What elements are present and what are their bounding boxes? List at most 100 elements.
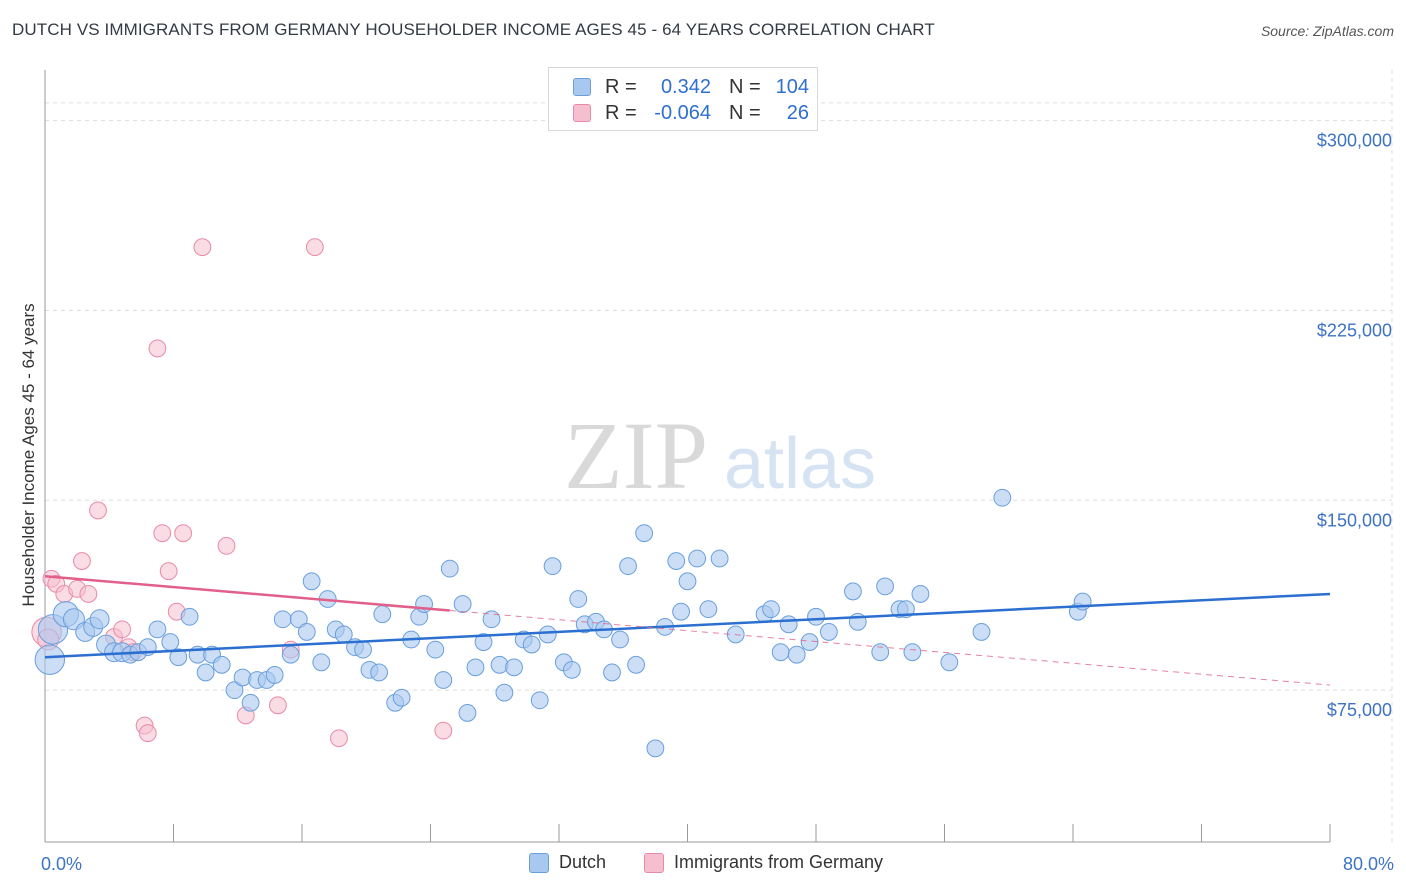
legend-item-germany: Immigrants from Germany [644, 852, 883, 873]
source-label: Source: ZipAtlas.com [1260, 23, 1394, 39]
legend-item-dutch: Dutch [529, 852, 606, 873]
dutch-point [569, 590, 588, 608]
dutch-point [89, 609, 110, 630]
germany-point [305, 238, 324, 257]
legend-germany-label: Immigrants from Germany [674, 852, 884, 872]
series-legend: Dutch Immigrants from Germany [0, 852, 1406, 876]
germany-point [217, 536, 236, 555]
y-axis-label: Householder Income Ages 45 - 64 years [19, 303, 38, 606]
dutch-point [312, 653, 331, 672]
dutch-point [940, 653, 959, 672]
dutch-point [627, 655, 645, 674]
dutch-swatch-icon [529, 852, 549, 873]
dutch-point [490, 655, 509, 674]
germany-point [138, 724, 157, 743]
dutch-point [212, 655, 231, 674]
germany-point [113, 620, 131, 639]
dutch-point [466, 658, 485, 677]
dutch-point [392, 688, 411, 707]
x-tick-label: 80.0% [1343, 854, 1394, 874]
dutch-point [819, 623, 838, 641]
dutch-point [302, 572, 321, 591]
legend-dutch-label: Dutch [559, 852, 607, 872]
germany-point [89, 501, 107, 520]
dutch-point [603, 663, 621, 682]
dutch-point [844, 582, 862, 601]
y-tick-label: $300,000 [1317, 131, 1392, 151]
dutch-point [771, 643, 790, 662]
dutch-point [474, 633, 493, 651]
germany-point [148, 339, 167, 358]
dutch-point [373, 605, 392, 624]
legend-r-value: 0.342 [660, 75, 711, 98]
dutch-point [667, 552, 686, 570]
dutch-point [241, 693, 260, 712]
dutch-point [426, 640, 445, 659]
dutch-point [273, 610, 292, 629]
dutch-point [688, 549, 707, 568]
dutch-points [34, 488, 1092, 758]
watermark-zip: ZIP [564, 402, 708, 509]
germany-trend-line-dashed [449, 610, 1331, 686]
dutch-point [787, 645, 806, 664]
grid-lines [45, 70, 1393, 842]
dutch-point [482, 610, 501, 629]
dutch-point [354, 640, 372, 659]
dutch-point [225, 681, 244, 700]
legend-r-label: R = [605, 101, 637, 124]
legend-row-dutch: R = 0.342 N = 104 [573, 75, 809, 99]
dutch-point [699, 600, 718, 619]
dutch-point [538, 625, 557, 644]
germany-trend-line [44, 574, 450, 612]
dutch-point [993, 488, 1012, 507]
y-tick-label: $75,000 [1327, 700, 1392, 720]
dutch-point [903, 643, 922, 662]
dutch-point [169, 648, 188, 667]
germany-point [269, 696, 287, 715]
dutch-point [672, 602, 690, 621]
dutch-point [289, 610, 308, 629]
dutch-point [562, 660, 581, 679]
dutch-point [710, 549, 729, 568]
dutch-point [530, 691, 549, 710]
dutch-point [34, 644, 66, 675]
x-tick-label: 0.0% [41, 854, 82, 874]
legend-n-value: 26 [786, 101, 809, 124]
dutch-point [876, 577, 894, 596]
dutch-point [762, 600, 780, 619]
y-tick-label: $150,000 [1317, 510, 1392, 530]
legend-r-label: R = [605, 75, 637, 98]
dutch-point [619, 557, 637, 576]
germany-swatch-icon [573, 104, 591, 122]
dutch-point [779, 615, 798, 634]
germany-swatch-icon [644, 852, 664, 873]
dutch-point [897, 600, 915, 619]
dutch-point [800, 633, 819, 651]
legend-n-value: 104 [775, 75, 809, 98]
dutch-point [678, 572, 697, 591]
dutch-point [281, 645, 300, 664]
legend-row-germany: R = -0.064 N = 26 [573, 101, 809, 125]
dutch-point [972, 623, 991, 641]
legend-r-value: -0.064 [654, 101, 711, 124]
dutch-point [233, 668, 252, 687]
germany-point [79, 585, 98, 603]
watermark: ZIP atlas [564, 402, 876, 509]
germany-point [330, 729, 348, 748]
chart-title: DUTCH VS IMMIGRANTS FROM GERMANY HOUSEHO… [12, 20, 935, 39]
dutch-point [196, 663, 215, 682]
dutch-point [495, 683, 514, 702]
legend-n-label: N = [729, 101, 761, 124]
dutch-point [911, 585, 930, 603]
y-tick-label: $225,000 [1317, 320, 1392, 340]
dutch-point [440, 559, 459, 578]
legend-n-label: N = [729, 75, 761, 98]
dutch-point [543, 557, 562, 576]
dutch-point [458, 704, 477, 722]
dutch-point [297, 623, 316, 641]
dutch-point [807, 607, 825, 626]
tick-labels: $75,000 $150,000 $225,000 $300,000 0.0% 80.0% [41, 131, 1394, 874]
dutch-point [522, 635, 541, 654]
dutch-point [370, 663, 389, 682]
